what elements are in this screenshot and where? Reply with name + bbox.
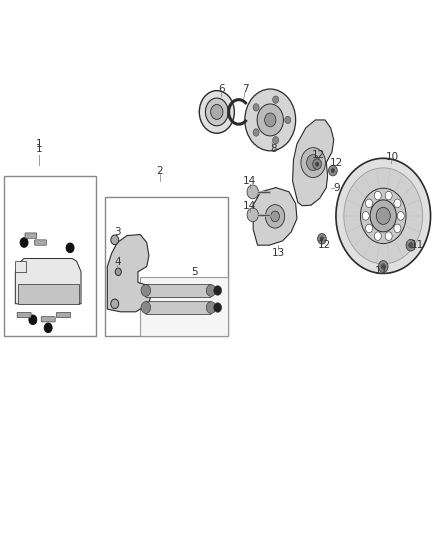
Circle shape	[247, 185, 258, 199]
Circle shape	[331, 168, 335, 173]
Circle shape	[199, 91, 234, 133]
FancyBboxPatch shape	[25, 233, 37, 238]
Circle shape	[336, 158, 431, 273]
Circle shape	[366, 199, 373, 207]
Text: 9: 9	[333, 183, 340, 192]
FancyBboxPatch shape	[145, 285, 212, 297]
Text: 4: 4	[114, 257, 121, 267]
Text: 11: 11	[375, 266, 389, 276]
Circle shape	[362, 212, 369, 220]
Circle shape	[370, 200, 396, 232]
Circle shape	[366, 224, 373, 233]
Circle shape	[374, 232, 381, 240]
Circle shape	[328, 165, 337, 176]
Circle shape	[320, 237, 324, 241]
Text: 14: 14	[243, 176, 256, 186]
Text: 14: 14	[243, 201, 256, 211]
Circle shape	[344, 168, 423, 264]
Circle shape	[307, 155, 320, 171]
Circle shape	[272, 96, 279, 103]
Circle shape	[265, 205, 285, 228]
Polygon shape	[15, 261, 26, 272]
Circle shape	[20, 238, 28, 247]
Circle shape	[265, 113, 276, 127]
FancyBboxPatch shape	[145, 302, 212, 314]
Circle shape	[406, 239, 416, 251]
Circle shape	[313, 159, 321, 169]
Text: 5: 5	[191, 267, 198, 277]
Circle shape	[381, 264, 385, 269]
Circle shape	[376, 207, 390, 224]
Circle shape	[318, 233, 326, 244]
Polygon shape	[253, 188, 297, 245]
Circle shape	[272, 136, 279, 144]
Bar	[140, 277, 228, 336]
Circle shape	[385, 232, 392, 240]
Circle shape	[111, 235, 119, 245]
Circle shape	[214, 303, 222, 312]
Circle shape	[394, 224, 401, 233]
Circle shape	[141, 285, 151, 296]
FancyBboxPatch shape	[17, 312, 31, 318]
Circle shape	[247, 208, 258, 222]
Polygon shape	[107, 235, 151, 312]
Circle shape	[141, 302, 151, 313]
Polygon shape	[293, 120, 334, 206]
Circle shape	[29, 315, 37, 325]
Text: 3: 3	[114, 227, 121, 237]
Circle shape	[245, 89, 296, 151]
Text: 10: 10	[385, 152, 399, 162]
Text: 2: 2	[156, 166, 163, 175]
Circle shape	[44, 323, 52, 333]
Circle shape	[271, 211, 279, 222]
Bar	[105, 197, 228, 336]
Text: 1: 1	[36, 144, 43, 154]
Text: 6: 6	[218, 84, 225, 94]
Circle shape	[253, 129, 259, 136]
Circle shape	[378, 261, 388, 272]
Circle shape	[206, 302, 216, 313]
Circle shape	[253, 103, 259, 111]
Bar	[4, 176, 96, 336]
Text: 11: 11	[411, 240, 424, 250]
FancyBboxPatch shape	[35, 240, 46, 245]
Circle shape	[257, 104, 283, 136]
Circle shape	[397, 212, 404, 220]
Circle shape	[115, 268, 121, 276]
Circle shape	[205, 98, 228, 126]
Circle shape	[394, 199, 401, 207]
Text: 12: 12	[312, 150, 325, 159]
FancyBboxPatch shape	[57, 312, 71, 318]
Polygon shape	[18, 284, 79, 304]
Circle shape	[374, 191, 381, 200]
FancyBboxPatch shape	[41, 317, 55, 322]
Circle shape	[285, 116, 291, 124]
Circle shape	[66, 243, 74, 253]
Circle shape	[211, 104, 223, 119]
Text: 8: 8	[270, 144, 277, 154]
Text: 1: 1	[36, 139, 43, 149]
Circle shape	[315, 162, 319, 166]
Text: 7: 7	[242, 84, 249, 94]
Circle shape	[409, 243, 413, 248]
Text: 13: 13	[272, 248, 285, 257]
Text: 12: 12	[330, 158, 343, 167]
Circle shape	[360, 188, 406, 244]
Circle shape	[301, 148, 325, 177]
Circle shape	[206, 285, 216, 296]
Circle shape	[385, 191, 392, 200]
Text: 12: 12	[318, 240, 331, 250]
Polygon shape	[15, 259, 81, 304]
Circle shape	[111, 299, 119, 309]
Circle shape	[214, 286, 222, 295]
